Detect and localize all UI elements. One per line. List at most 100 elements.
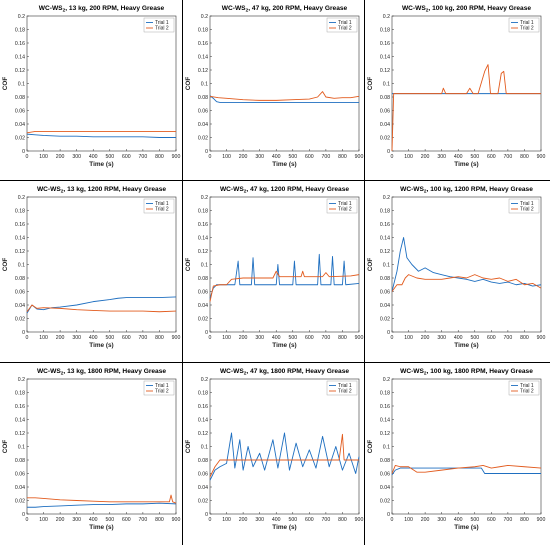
y-tick-label: 0.08 — [198, 276, 208, 282]
separator-vertical — [182, 0, 183, 545]
y-tick-label: 0.18 — [15, 390, 25, 396]
x-tick-label: 700 — [504, 154, 513, 160]
chart-title: WC-WS2, 13 kg, 1200 RPM, Heavy Grease — [37, 186, 166, 195]
x-tick-label: 100 — [222, 335, 231, 341]
y-tick-label: 0.08 — [198, 458, 208, 464]
y-tick-label: 0.14 — [380, 54, 390, 60]
y-tick-label: 0.2 — [201, 14, 208, 20]
cof-chart: WC-WS2, 13 kg, 200 RPM, Heavy Grease 0 0.0… — [2, 5, 180, 168]
plot-area — [26, 15, 177, 152]
y-tick-label: 0.16 — [380, 404, 390, 410]
series-line-trial-2 — [27, 494, 177, 504]
y-tick-label: 0 — [22, 330, 25, 336]
y-tick-label: 0.16 — [15, 222, 25, 228]
y-tick-label: 0.2 — [201, 377, 208, 383]
chart-panel: WC-WS2, 47 kg, 1200 RPM, Heavy Grease 0 0.… — [183, 181, 365, 361]
x-axis-label: Time (s) — [454, 161, 478, 168]
y-tick-label: 0.02 — [15, 135, 25, 141]
x-axis-label: Time (s) — [454, 524, 478, 531]
y-tick-label: 0.04 — [198, 303, 208, 309]
x-tick-label: 400 — [454, 335, 463, 341]
x-tick-label: 200 — [421, 517, 430, 523]
y-tick-label: 0.16 — [380, 41, 390, 47]
y-tick-label: 0.08 — [380, 95, 390, 101]
chart-title: WC-WS2, 100 kg, 200 RPM, Heavy Grease — [402, 5, 531, 14]
legend-label: Trial 2 — [338, 389, 352, 395]
legend-box — [143, 380, 175, 396]
x-tick-label: 200 — [56, 154, 65, 160]
y-tick-label: 0.1 — [18, 262, 25, 268]
x-tick-label: 800 — [520, 154, 529, 160]
legend-label: Trial 2 — [155, 389, 169, 395]
series-line-trial-1 — [391, 467, 541, 476]
x-tick-label: 900 — [355, 335, 364, 341]
y-tick-label: 0.08 — [380, 458, 390, 464]
cof-chart: WC-WS2, 47 kg, 1200 RPM, Heavy Grease 0 0.… — [185, 186, 364, 349]
x-tick-label: 0 — [209, 335, 212, 341]
y-tick-label: 0.18 — [15, 27, 25, 33]
y-tick-label: 0.2 — [201, 195, 208, 201]
series-line-trial-2 — [391, 64, 541, 152]
series-line-trial-2 — [26, 304, 177, 313]
cof-chart: WC-WS2, 100 kg, 200 RPM, Heavy Grease 0 0.… — [367, 5, 545, 168]
y-tick-label: 0.06 — [380, 108, 390, 114]
x-axis-label: Time (s) — [89, 161, 113, 168]
y-tick-label: 0.12 — [198, 431, 208, 437]
x-tick-label: 200 — [421, 335, 430, 341]
legend-label: Trial 1 — [338, 383, 352, 389]
x-tick-label: 800 — [520, 517, 529, 523]
x-tick-label: 400 — [89, 154, 98, 160]
legend-label: Trial 2 — [155, 26, 169, 32]
plot-area — [209, 378, 360, 515]
x-tick-label: 600 — [305, 335, 314, 341]
y-tick-label: 0 — [387, 512, 390, 518]
legend-label: Trial 1 — [338, 20, 352, 26]
y-tick-label: 0.1 — [383, 262, 390, 268]
chart-panel: WC-WS2, 100 kg, 1800 RPM, Heavy Grease 0 0… — [365, 363, 547, 543]
y-tick-label: 0.16 — [198, 222, 208, 228]
y-tick-label: 0.06 — [15, 471, 25, 477]
series-line-trial-1 — [27, 502, 177, 508]
y-tick-label: 0.08 — [380, 276, 390, 282]
x-tick-label: 800 — [520, 335, 529, 341]
y-tick-label: 0.12 — [15, 249, 25, 255]
x-tick-label: 500 — [288, 335, 297, 341]
y-tick-label: 0.16 — [198, 404, 208, 410]
chart-panel: WC-WS2, 100 kg, 1200 RPM, Heavy Grease 0 0… — [365, 181, 547, 361]
x-tick-label: 300 — [255, 335, 264, 341]
x-tick-label: 500 — [105, 517, 114, 523]
y-tick-label: 0.06 — [198, 471, 208, 477]
x-tick-label: 900 — [537, 335, 546, 341]
x-tick-label: 800 — [155, 335, 164, 341]
y-tick-label: 0.18 — [198, 27, 208, 33]
y-tick-label: 0.14 — [380, 417, 390, 423]
x-tick-label: 500 — [288, 154, 297, 160]
legend-label: Trial 2 — [520, 26, 534, 32]
legend-label: Trial 1 — [520, 201, 534, 207]
x-tick-label: 800 — [155, 517, 164, 523]
y-tick-label: 0.1 — [201, 262, 208, 268]
y-axis-label: COF — [367, 258, 374, 272]
x-tick-label: 600 — [122, 154, 131, 160]
legend-label: Trial 1 — [338, 201, 352, 207]
series-line-trial-1 — [26, 133, 176, 138]
chart-title: WC-WS2, 13 kg, 1800 RPM, Heavy Grease — [37, 368, 166, 377]
legend-box — [143, 198, 175, 214]
y-tick-label: 0.12 — [380, 68, 390, 74]
chart-panel: WC-WS2, 13 kg, 1200 RPM, Heavy Grease 0 0.… — [0, 181, 182, 361]
legend-label: Trial 1 — [155, 383, 169, 389]
y-tick-label: 0 — [387, 330, 390, 336]
x-tick-label: 400 — [272, 517, 281, 523]
y-tick-label: 0.18 — [380, 208, 390, 214]
series-line-trial-1 — [26, 296, 177, 314]
x-tick-label: 500 — [470, 154, 479, 160]
plot-area — [391, 378, 542, 515]
y-tick-label: 0.02 — [380, 316, 390, 322]
y-tick-label: 0.02 — [198, 316, 208, 322]
legend-label: Trial 1 — [520, 20, 534, 26]
y-tick-label: 0.08 — [198, 95, 208, 101]
chart-title: WC-WS2, 100 kg, 1200 RPM, Heavy Grease — [400, 186, 533, 195]
plot-area — [26, 378, 177, 515]
legend-label: Trial 2 — [155, 207, 169, 213]
x-axis-label: Time (s) — [272, 161, 296, 168]
